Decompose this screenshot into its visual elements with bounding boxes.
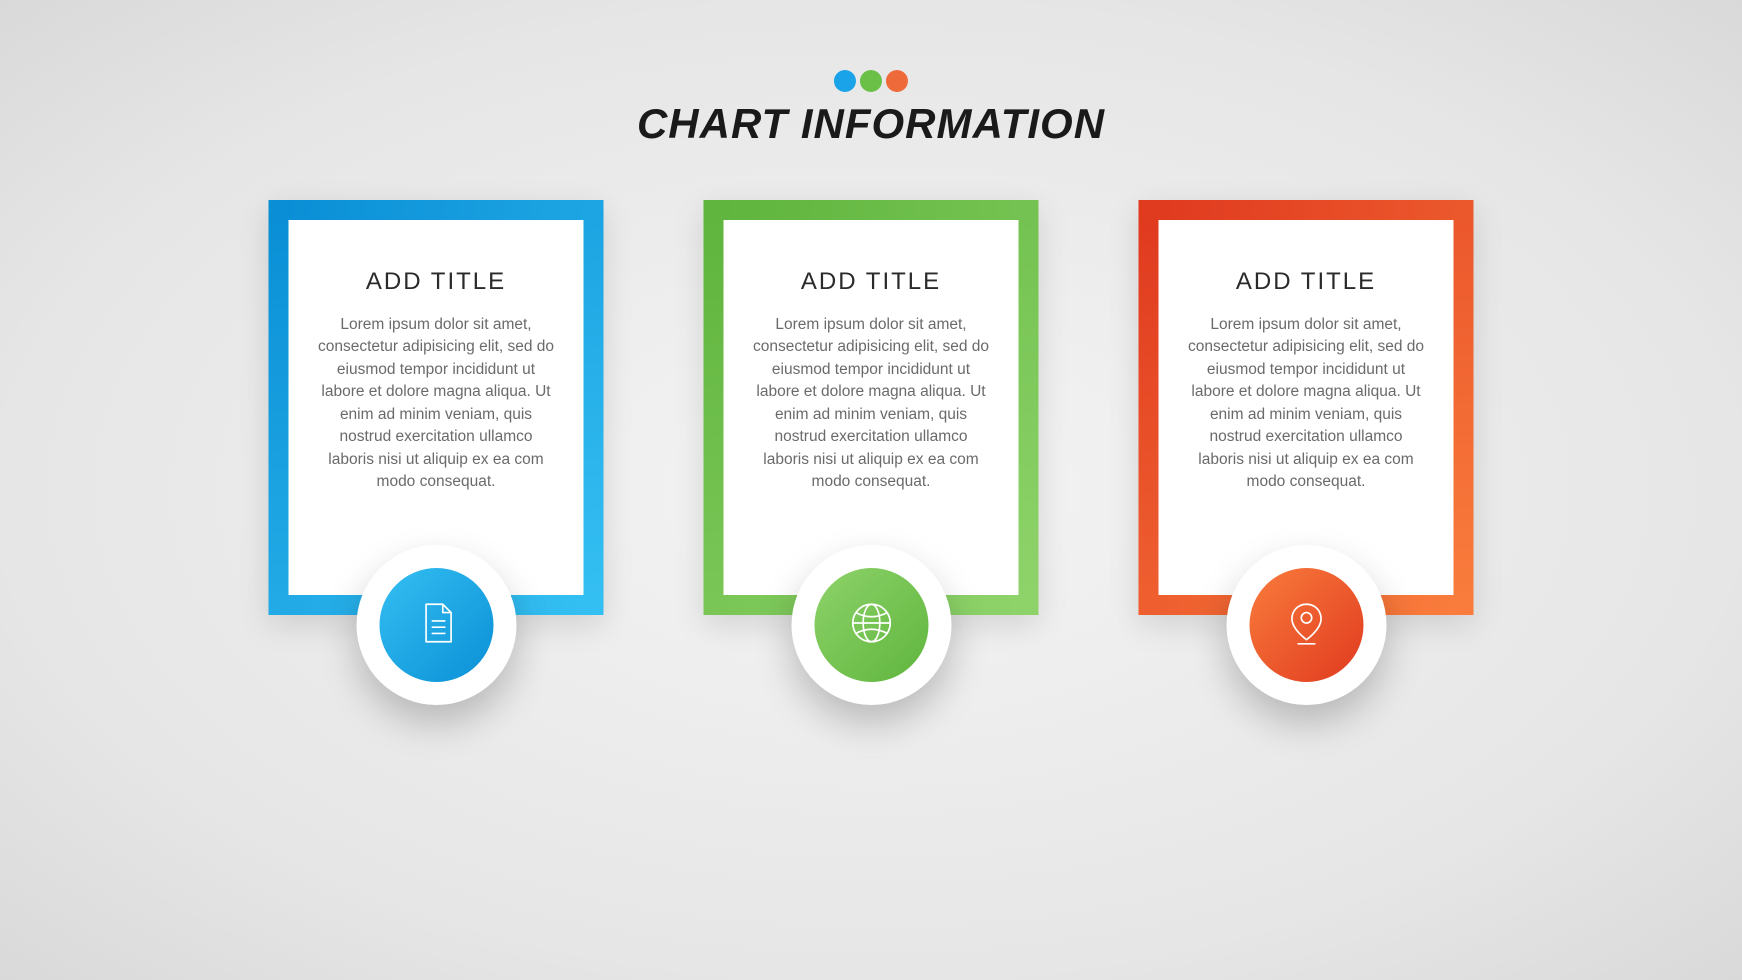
card-title-3: ADD TITLE	[1187, 268, 1426, 296]
card-badge-3	[1226, 545, 1386, 705]
globe-icon	[846, 598, 896, 653]
header-dot-1	[834, 70, 856, 92]
page-title: CHART INFORMATION	[637, 100, 1105, 148]
card-badge-inner-3	[1249, 568, 1363, 682]
document-icon	[411, 598, 461, 653]
location-pin-icon	[1281, 598, 1331, 653]
card-title-2: ADD TITLE	[752, 268, 991, 296]
card-title-1: ADD TITLE	[317, 268, 556, 296]
card-body-2: Lorem ipsum dolor sit amet, consectetur …	[752, 314, 991, 494]
info-card-1: ADD TITLE Lorem ipsum dolor sit amet, co…	[269, 200, 604, 615]
card-badge-2	[791, 545, 951, 705]
card-content-3: ADD TITLE Lorem ipsum dolor sit amet, co…	[1159, 220, 1454, 595]
header: CHART INFORMATION	[637, 70, 1105, 148]
card-content-1: ADD TITLE Lorem ipsum dolor sit amet, co…	[289, 220, 584, 595]
card-body-3: Lorem ipsum dolor sit amet, consectetur …	[1187, 314, 1426, 494]
card-content-2: ADD TITLE Lorem ipsum dolor sit amet, co…	[724, 220, 1019, 595]
header-dot-3	[886, 70, 908, 92]
card-body-1: Lorem ipsum dolor sit amet, consectetur …	[317, 314, 556, 494]
card-badge-inner-2	[814, 568, 928, 682]
card-badge-1	[356, 545, 516, 705]
info-card-3: ADD TITLE Lorem ipsum dolor sit amet, co…	[1139, 200, 1474, 615]
info-card-2: ADD TITLE Lorem ipsum dolor sit amet, co…	[704, 200, 1039, 615]
header-dot-2	[860, 70, 882, 92]
header-dots	[637, 70, 1105, 92]
cards-row: ADD TITLE Lorem ipsum dolor sit amet, co…	[269, 200, 1474, 615]
card-badge-inner-1	[379, 568, 493, 682]
